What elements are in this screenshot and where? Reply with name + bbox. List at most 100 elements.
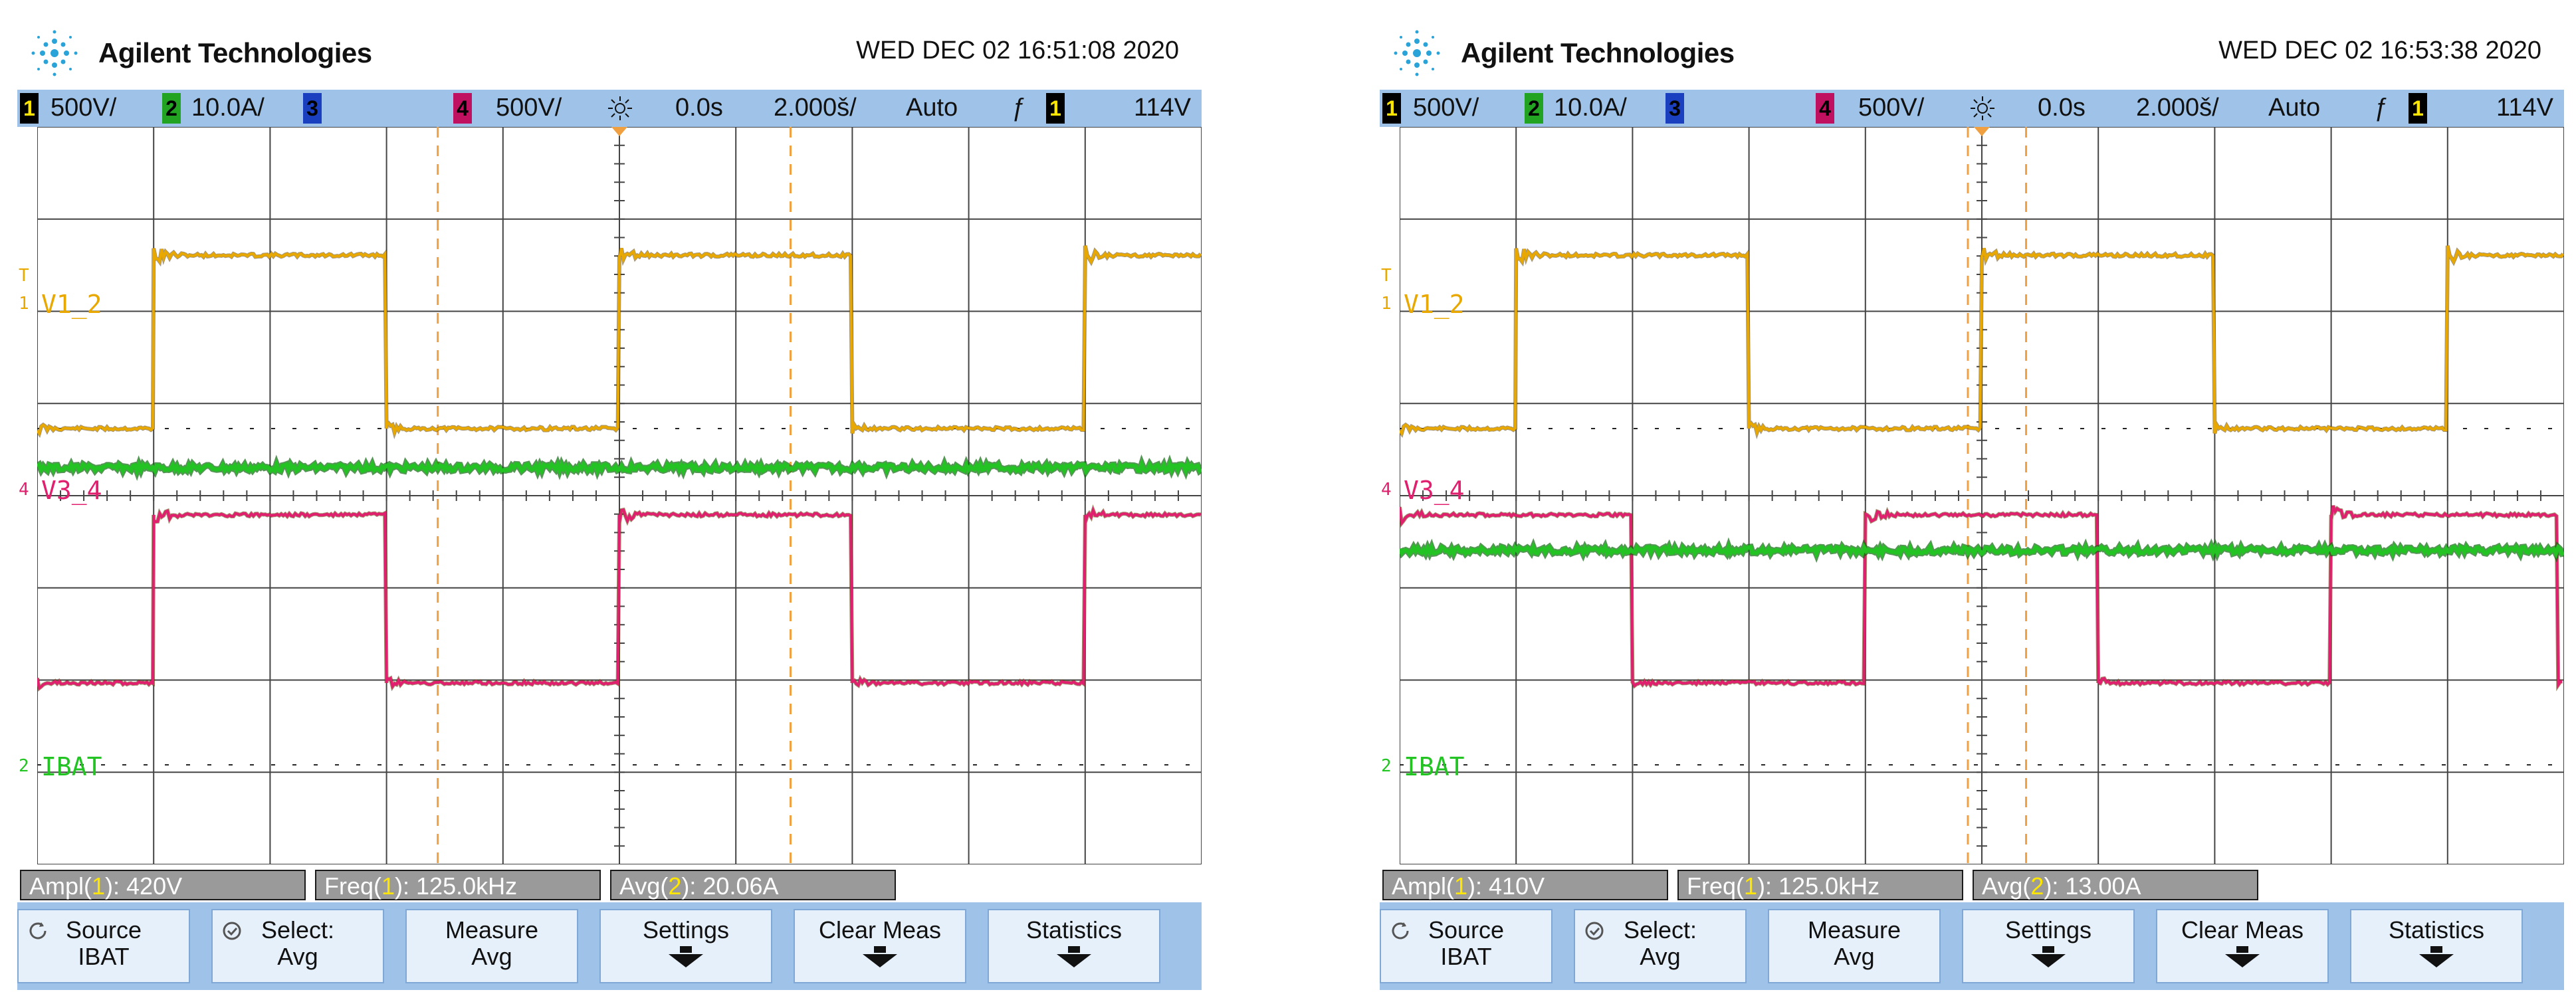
submenu-arrow-icon	[2419, 954, 2454, 967]
ch4-scale: 500V/	[1858, 94, 1925, 122]
source-softkey[interactable]: Source IBAT	[17, 909, 190, 983]
submenu-arrow-icon	[1068, 946, 1080, 953]
trigger-source[interactable]: 1	[2409, 93, 2427, 124]
rotate-knob-icon	[29, 922, 47, 940]
submenu-arrow-icon	[1057, 954, 1091, 967]
brand: Agilent Technologies	[1390, 27, 1735, 80]
softkey-bar: Source IBAT Select: Avg Measure Avg Sett…	[17, 902, 1202, 990]
ch4-indicator[interactable]: 4	[453, 93, 472, 124]
select-knob-icon	[1585, 922, 1604, 940]
trigger-level-marker: T	[19, 266, 29, 286]
statistics-softkey[interactable]: Statistics	[988, 909, 1160, 983]
settings-softkey[interactable]: Settings	[599, 909, 772, 983]
agilent-logo-icon	[1394, 30, 1440, 76]
ch2-scale: 10.0A/	[1554, 94, 1627, 122]
ch4-label: V3_4	[41, 476, 102, 505]
measurement-freq[interactable]: Freq(1): 125.0kHz	[1677, 870, 1963, 900]
ch4-label: V3_4	[1404, 476, 1465, 505]
ch1-waveform	[1400, 245, 2564, 437]
measure-softkey[interactable]: Measure Avg	[1768, 909, 1941, 983]
acquisition-run-icon	[1971, 96, 1994, 120]
horizontal-delay: 0.0s	[675, 94, 723, 122]
submenu-arrow-icon	[2236, 946, 2248, 953]
trigger-level-marker: T	[1381, 266, 1392, 286]
ch1-ground-marker: 1	[1381, 294, 1392, 314]
timebase-scale: 2.000š/	[774, 94, 857, 122]
ch3-indicator[interactable]: 3	[303, 93, 322, 124]
softkey-bar: Source IBAT Select: Avg Measure Avg Sett…	[1380, 902, 2564, 990]
ch1-indicator[interactable]: 1	[20, 93, 39, 124]
source-softkey[interactable]: Source IBAT	[1380, 909, 1553, 983]
ch2-waveform	[1400, 541, 2564, 559]
ch2-label: IBAT	[1404, 752, 1465, 781]
ch2-ground-marker: 2	[1381, 756, 1392, 776]
submenu-arrow-icon	[2430, 946, 2442, 953]
select-softkey[interactable]: Select: Avg	[1574, 909, 1747, 983]
submenu-arrow-icon	[874, 946, 886, 953]
acquisition-run-icon	[608, 96, 632, 120]
trigger-level: 114V	[1134, 94, 1191, 122]
measurement-avg[interactable]: Avg(2): 20.06A	[610, 870, 896, 900]
settings-softkey[interactable]: Settings	[1962, 909, 2135, 983]
scope-screen-right: Agilent Technologies WED DEC 02 16:53:38…	[1362, 0, 2564, 992]
submenu-arrow-icon	[680, 946, 692, 953]
trigger-source[interactable]: 1	[1046, 93, 1065, 124]
ch2-ground-marker: 2	[19, 756, 29, 776]
trigger-position-marker	[611, 127, 627, 136]
brand-name: Agilent Technologies	[98, 37, 372, 68]
trigger-edge-icon: ƒ	[1011, 94, 1025, 122]
brand: Agilent Technologies	[28, 27, 372, 80]
measurement-ampl[interactable]: Ampl(1): 410V	[1382, 870, 1668, 900]
clear-meas-softkey[interactable]: Clear Meas	[2156, 909, 2329, 983]
submenu-arrow-icon	[2031, 954, 2066, 967]
trigger-mode: Auto	[906, 94, 958, 122]
ch4-ground-marker: 4	[19, 480, 29, 500]
measurement-ampl[interactable]: Ampl(1): 420V	[20, 870, 306, 900]
rotate-knob-icon	[1392, 922, 1409, 940]
ch2-indicator[interactable]: 2	[162, 93, 181, 124]
waveform-graticule	[37, 127, 1202, 864]
select-softkey[interactable]: Select: Avg	[211, 909, 384, 983]
waveform-display	[1400, 127, 2564, 864]
submenu-arrow-icon	[863, 954, 897, 967]
ch4-scale: 500V/	[496, 94, 562, 122]
measurement-bar: Ampl(1): 410V Freq(1): 125.0kHz Avg(2): …	[1380, 868, 2564, 902]
measurement-freq[interactable]: Freq(1): 125.0kHz	[315, 870, 601, 900]
ch1-scale: 500V/	[1413, 94, 1479, 122]
clear-meas-softkey[interactable]: Clear Meas	[794, 909, 966, 983]
ch1-scale: 500V/	[51, 94, 117, 122]
measurement-avg[interactable]: Avg(2): 13.00A	[1973, 870, 2258, 900]
measure-softkey[interactable]: Measure Avg	[405, 909, 578, 983]
ch3-indicator[interactable]: 3	[1665, 93, 1684, 124]
ch1-indicator[interactable]: 1	[1382, 93, 1401, 124]
ch4-waveform	[1400, 505, 2563, 690]
date-time: WED DEC 02 16:53:38 2020	[2218, 37, 2541, 64]
ch4-indicator[interactable]: 4	[1816, 93, 1834, 124]
ch1-waveform	[37, 245, 1202, 437]
timebase-scale: 2.000š/	[2136, 94, 2219, 122]
statistics-softkey[interactable]: Statistics	[2350, 909, 2523, 983]
submenu-arrow-icon	[2225, 954, 2260, 967]
trigger-position-marker	[1974, 127, 1990, 136]
measurement-bar: Ampl(1): 420V Freq(1): 125.0kHz Avg(2): …	[17, 868, 1202, 902]
submenu-arrow-icon	[669, 954, 703, 967]
brand-name: Agilent Technologies	[1461, 37, 1735, 68]
scope-screen-left: Agilent Technologies WED DEC 02 16:51:08…	[0, 0, 1202, 992]
agilent-logo-icon	[31, 30, 78, 76]
trigger-mode: Auto	[2268, 94, 2321, 122]
ch2-label: IBAT	[41, 752, 102, 781]
ch4-waveform	[37, 506, 1202, 691]
ch1-ground-marker: 1	[19, 294, 29, 314]
status-bar: 1 500V/ 2 10.0A/ 3 4 500V/ 0.0s 2.000š/ …	[1380, 90, 2564, 127]
ch2-indicator[interactable]: 2	[1525, 93, 1543, 124]
ch4-ground-marker: 4	[1381, 480, 1392, 500]
submenu-arrow-icon	[2042, 946, 2054, 953]
ch1-label: V1_2	[41, 290, 102, 319]
waveform-display	[37, 127, 1202, 864]
waveform-graticule	[1400, 127, 2564, 864]
trigger-edge-icon: ƒ	[2373, 94, 2388, 122]
ch2-scale: 10.0A/	[191, 94, 265, 122]
ch1-label: V1_2	[1404, 290, 1465, 319]
select-knob-icon	[223, 922, 241, 940]
status-bar: 1 500V/ 2 10.0A/ 3 4 500V/ 0.0s 2.000š/ …	[17, 90, 1202, 127]
